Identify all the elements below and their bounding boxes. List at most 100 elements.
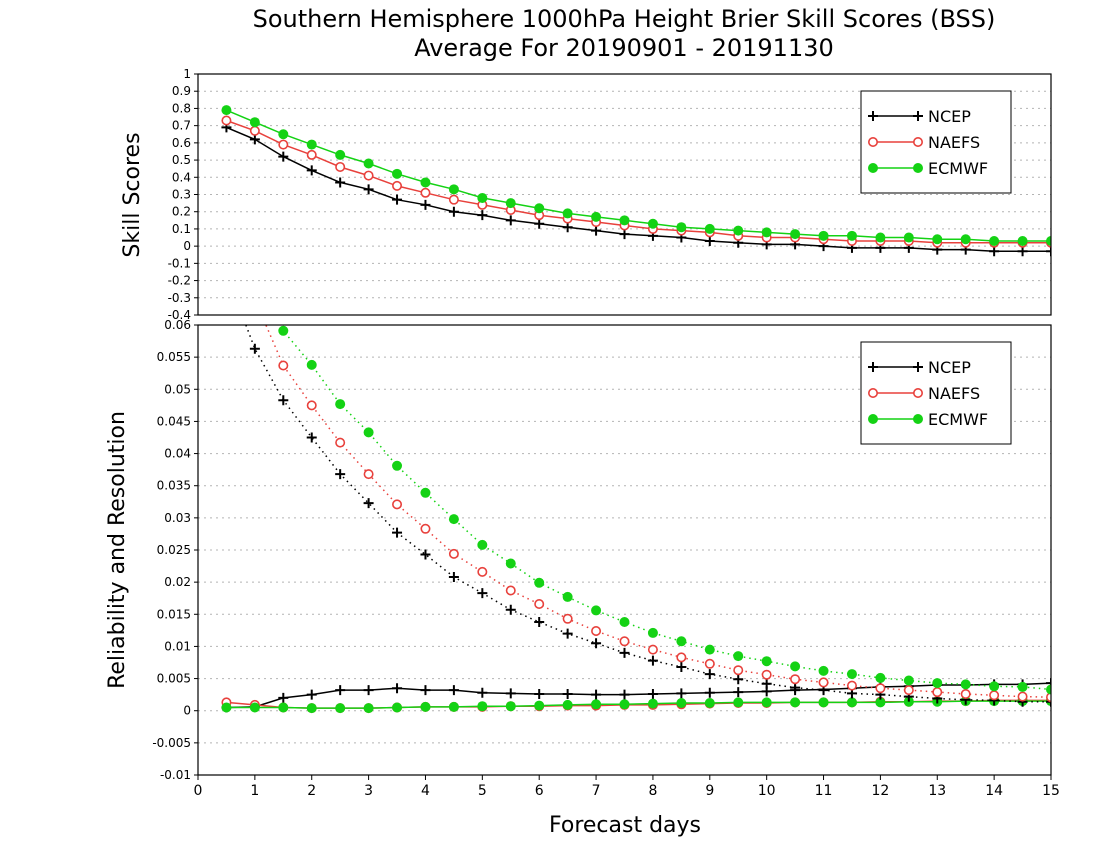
- data-point-ncep: [505, 215, 516, 226]
- data-point-ncep: [335, 685, 346, 696]
- bottom-y-ticks: -0.01 -0.005 0 0.005 0.01 0.015 0.02 0.025 0.03 0…: [152, 318, 198, 782]
- data-point-ecmwf: [932, 234, 943, 245]
- y-tick-label: -0.3: [168, 291, 191, 305]
- data-point-ecmwf: [1046, 684, 1051, 695]
- data-point-ecmwf: [619, 215, 630, 226]
- data-point-ncep: [704, 235, 715, 246]
- data-point-ecmwf: [960, 679, 971, 690]
- data-point-naefs: [846, 680, 857, 691]
- data-point-ncep: [704, 687, 715, 698]
- data-point-ncep: [562, 628, 573, 639]
- data-point-ncep: [676, 662, 687, 672]
- x-tick-label: 15: [1042, 783, 1060, 799]
- data-point-ncep: [562, 689, 573, 699]
- data-point-ecmwf: [591, 699, 602, 710]
- legend-marker-ecmwf: [913, 163, 923, 173]
- legend-label-ncep: NCEP: [928, 358, 971, 377]
- data-point-ecmwf: [846, 697, 857, 708]
- y-tick-label: 0.2: [172, 205, 191, 219]
- data-point-ecmwf: [534, 700, 545, 711]
- data-point-ecmwf: [306, 139, 317, 150]
- series-ecmwf: [221, 105, 1051, 246]
- data-point-ncep: [562, 222, 573, 233]
- legend-label-naefs: NAEFS: [928, 384, 980, 403]
- data-point-ecmwf: [591, 211, 602, 222]
- data-point-ecmwf: [733, 225, 744, 236]
- x-tick-label: 0: [194, 783, 203, 799]
- data-point-ncep: [619, 689, 630, 700]
- data-point-ecmwf: [278, 702, 289, 713]
- data-point-ncep: [534, 218, 545, 229]
- x-tick-label: 7: [592, 783, 601, 799]
- data-point-naefs: [221, 115, 232, 126]
- data-point-ecmwf: [790, 697, 801, 708]
- legend-marker-naefs: [867, 387, 878, 398]
- data-point-naefs: [505, 585, 516, 596]
- y-tick-label: 0.1: [172, 222, 191, 236]
- top-y-ticks: -0.4 -0.3 -0.2 -0.1 0 0.1 0.2 0.3 0.4 0.5 0.6 0.7 0.…: [168, 67, 198, 322]
- data-point-ncep: [420, 685, 431, 696]
- data-point-ecmwf: [249, 117, 260, 128]
- y-tick-label: 0.6: [172, 136, 191, 150]
- legend-label-naefs: NAEFS: [928, 133, 980, 152]
- data-point-ecmwf: [363, 158, 374, 169]
- data-point-naefs: [278, 360, 289, 371]
- data-point-ncep: [221, 269, 231, 279]
- data-point-naefs: [1046, 692, 1051, 703]
- y-tick-label: 0.03: [164, 511, 191, 525]
- data-point-naefs: [562, 613, 573, 624]
- data-point-ecmwf: [903, 675, 914, 686]
- data-point-naefs: [420, 187, 431, 198]
- series-ncep: [221, 122, 1051, 257]
- data-point-ncep: [591, 638, 602, 649]
- bottom-legend: NCEP NAEFS ECMWF: [860, 341, 1012, 445]
- data-point-ecmwf: [278, 325, 289, 336]
- data-point-naefs: [420, 523, 431, 534]
- data-point-ncep: [477, 588, 488, 599]
- data-point-ecmwf: [250, 253, 260, 263]
- x-tick-label: 12: [871, 783, 889, 799]
- x-tick-label: 3: [364, 783, 373, 799]
- data-point-ncep: [591, 225, 602, 236]
- chart-title-line2: Average For 20190901 - 20191130: [414, 34, 834, 62]
- data-point-ecmwf: [733, 651, 744, 662]
- data-point-naefs: [448, 194, 459, 205]
- data-point-ecmwf: [989, 235, 1000, 246]
- data-point-ncep: [363, 685, 374, 696]
- legend-marker-ncep: [913, 111, 923, 121]
- data-point-ecmwf: [1046, 235, 1051, 246]
- data-point-naefs: [251, 295, 259, 303]
- data-point-ncep: [392, 527, 403, 538]
- legend-marker-naefs: [867, 137, 878, 148]
- x-tick-label: 1: [250, 783, 259, 799]
- data-point-ecmwf: [989, 681, 1000, 692]
- data-point-ecmwf: [676, 698, 687, 708]
- y-tick-label: 0.055: [157, 350, 191, 364]
- y-tick-label: 0.035: [157, 479, 191, 493]
- data-point-ecmwf: [505, 198, 516, 209]
- y-tick-label: 0.4: [172, 170, 191, 184]
- series-line-naefs: [265, 325, 1051, 698]
- data-point-ncep: [647, 655, 658, 666]
- data-point-ecmwf: [562, 208, 573, 219]
- data-point-ecmwf: [591, 605, 602, 616]
- y-tick-label: -0.1: [168, 256, 191, 270]
- data-point-ncep: [1046, 696, 1051, 707]
- legend-marker-ncep: [913, 362, 923, 372]
- data-point-naefs: [335, 161, 346, 172]
- data-point-ecmwf: [846, 230, 857, 241]
- data-point-naefs: [591, 625, 602, 636]
- top-legend: NCEP NAEFS ECMWF: [860, 90, 1012, 194]
- data-point-ncep: [704, 669, 715, 680]
- data-point-naefs: [733, 665, 744, 676]
- x-tick-label: 8: [648, 783, 657, 799]
- y-tick-label: 0.5: [172, 153, 191, 167]
- data-point-naefs: [306, 149, 317, 160]
- data-point-ncep: [392, 683, 403, 694]
- series-ncep-reliability: [221, 678, 1051, 713]
- data-point-naefs: [903, 685, 914, 696]
- data-point-naefs: [534, 598, 545, 609]
- data-point-ncep: [534, 617, 545, 627]
- data-point-ncep: [761, 678, 772, 689]
- x-tick-label: 14: [985, 783, 1003, 799]
